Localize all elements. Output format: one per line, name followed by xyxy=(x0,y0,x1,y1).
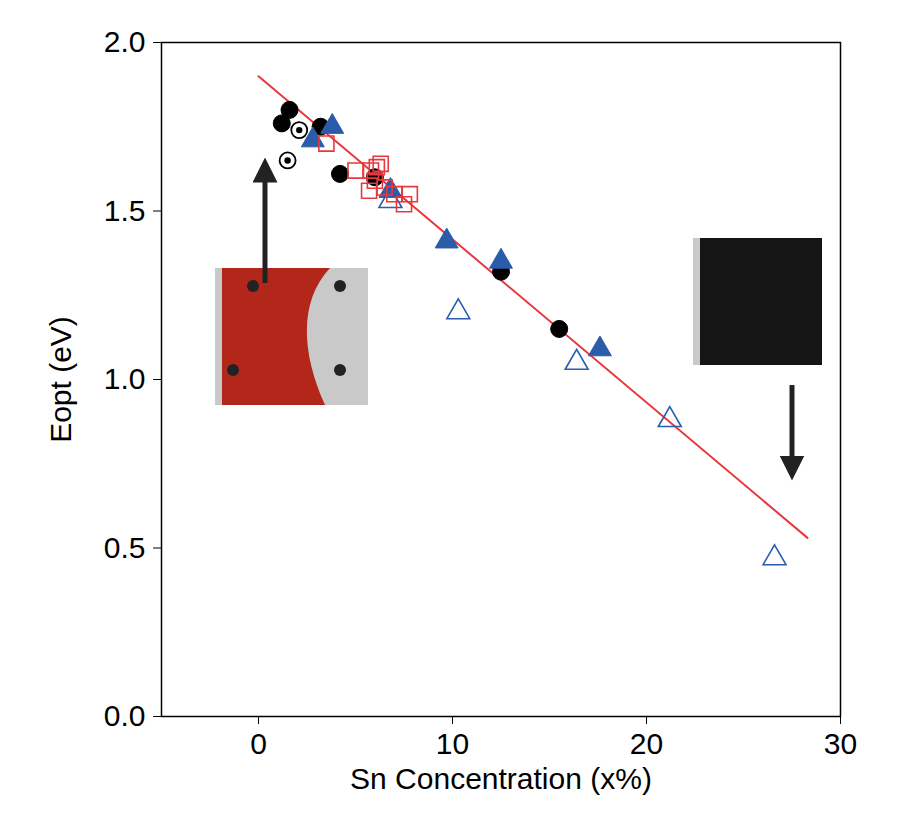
svg-text:Sn Concentration (x%): Sn Concentration (x%) xyxy=(350,762,652,795)
svg-text:Eopt (eV): Eopt (eV) xyxy=(44,316,77,443)
svg-text:1.0: 1.0 xyxy=(104,362,146,395)
svg-text:10: 10 xyxy=(436,727,469,760)
svg-text:2.0: 2.0 xyxy=(104,25,146,58)
svg-text:0.0: 0.0 xyxy=(104,699,146,732)
svg-text:0.5: 0.5 xyxy=(104,531,146,564)
svg-text:30: 30 xyxy=(824,727,857,760)
svg-text:20: 20 xyxy=(630,727,663,760)
svg-text:0: 0 xyxy=(250,727,267,760)
svg-text:1.5: 1.5 xyxy=(104,194,146,227)
